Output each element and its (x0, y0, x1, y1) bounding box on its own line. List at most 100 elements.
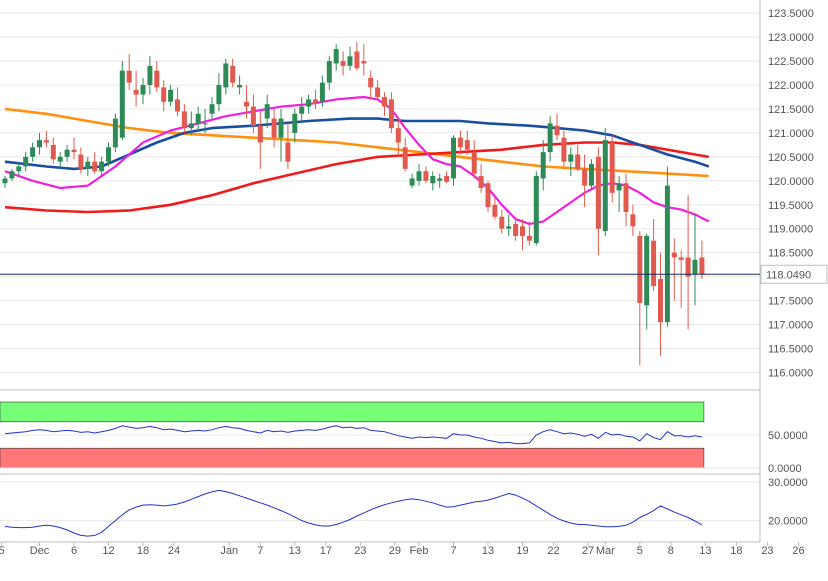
price-tick-label: 120.5000 (768, 152, 814, 164)
candle-body (382, 97, 387, 107)
candle-body (37, 140, 42, 148)
date-tick-label: 23 (761, 545, 773, 557)
date-tick-label: 27 (582, 545, 594, 557)
candle-body (333, 49, 339, 64)
candle-body (623, 183, 629, 212)
candle-body (644, 235, 650, 306)
candle-body (85, 161, 91, 169)
main-panel-grid (0, 12, 760, 373)
candle-body (230, 65, 236, 83)
candle-body (540, 152, 546, 179)
candle-body (264, 104, 270, 119)
candle-body (589, 164, 594, 186)
candle-body (678, 257, 684, 260)
candle-body (154, 70, 160, 88)
candle-body (492, 204, 498, 217)
price-tick-label: 122.5000 (768, 56, 814, 68)
candle-body (602, 140, 608, 232)
candle-body (464, 140, 470, 150)
candle-body (202, 123, 208, 125)
candle-body (609, 142, 615, 193)
price-tick-label: 118.5000 (768, 248, 813, 260)
candle-body (223, 63, 229, 88)
date-tick-label: 22 (547, 545, 559, 557)
date-tick-label: 6 (71, 545, 77, 557)
date-tick-label: 29 (389, 545, 401, 557)
candle-body (354, 51, 360, 69)
candle-body (554, 125, 560, 136)
candle-body (326, 61, 332, 83)
candle-body (313, 99, 318, 105)
price-tick-label: 119.0000 (768, 224, 813, 236)
candle-body (64, 149, 70, 157)
price-axis: 123.5000 123.0000 122.5000 122.0000 121.5000… (0, 0, 828, 391)
adx-line (4, 489, 703, 537)
candle-body (43, 140, 49, 143)
rsi-panel: 50.0000 0.0000 (0, 390, 808, 475)
candle-body (278, 118, 284, 138)
candle-body (319, 82, 325, 102)
date-tick-label: 13 (699, 545, 711, 557)
candle-body (195, 113, 201, 124)
candle-body (347, 56, 353, 66)
candle-body (513, 223, 519, 236)
candlesticks (2, 41, 705, 366)
candle-body (671, 252, 677, 258)
rsi-line (4, 425, 702, 445)
candle-body (582, 168, 588, 186)
rsi-tick-label: 50.0000 (768, 430, 808, 442)
oversold-band (0, 447, 705, 469)
date-tick-label: 5 (637, 545, 643, 557)
candle-body (361, 61, 367, 64)
candle-body (526, 235, 532, 241)
candle-body (616, 183, 622, 191)
date-tick-label: Jan (220, 545, 238, 557)
candle-body (216, 85, 222, 105)
candle-body (485, 183, 491, 208)
candle-body (423, 171, 429, 181)
candle-body (664, 185, 670, 323)
adx-tick-label: 30.0000 (768, 477, 808, 489)
candle-body (299, 106, 305, 114)
candle-body (506, 226, 512, 229)
candle-body (457, 137, 463, 148)
price-tick-label: 117.0000 (768, 320, 813, 332)
date-tick-label: 5 (0, 545, 5, 557)
candle-body (257, 125, 263, 143)
date-tick-label: 13 (482, 545, 494, 557)
price-tick-label: 123.0000 (768, 32, 814, 44)
date-tick-label: 18 (730, 545, 742, 557)
candle-body (478, 176, 484, 189)
candle-body (106, 147, 111, 162)
candle-body (561, 137, 567, 162)
date-tick-label: 24 (168, 545, 180, 557)
candle-body (409, 178, 415, 186)
candle-body (92, 161, 98, 172)
candle-body (568, 154, 574, 162)
last-price-label: 118.0490 (766, 269, 811, 281)
candle-body (78, 154, 84, 169)
candle-body (533, 176, 539, 244)
candle-body (133, 89, 139, 95)
candle-body (306, 99, 312, 107)
date-tick-label: Dec (30, 545, 50, 557)
date-tick-label: 17 (320, 545, 332, 557)
candle-body (637, 235, 643, 303)
candle-body (237, 85, 243, 88)
last-price-tag (760, 264, 828, 284)
date-tick-label: 19 (516, 545, 528, 557)
date-tick-label: 23 (354, 545, 366, 557)
overbought-band (0, 401, 705, 423)
candle-body (388, 99, 394, 129)
candle-body (658, 279, 663, 323)
candle-body (685, 257, 691, 277)
candle-body (395, 128, 401, 143)
candle-body (402, 147, 408, 169)
date-tick-label: 12 (102, 545, 114, 557)
date-tick-label: 7 (257, 545, 263, 557)
candle-body (451, 137, 456, 179)
candle-body (547, 123, 553, 153)
candle-body (595, 156, 601, 229)
candle-body (430, 176, 436, 184)
candle-body (471, 152, 477, 174)
